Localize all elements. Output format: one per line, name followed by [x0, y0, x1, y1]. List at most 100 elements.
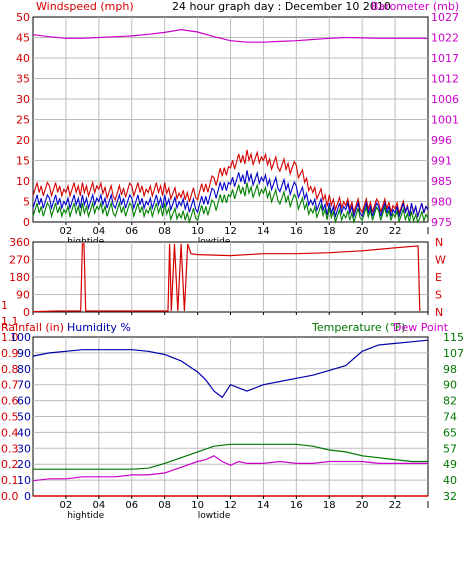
climate-x-tick-label: 04 [92, 500, 105, 511]
humidity-y-tick-label: 60 [17, 395, 31, 408]
temperature-y-tick-label: 107 [443, 347, 464, 360]
barometer-line [32, 28, 428, 43]
direction-y-tick-label: 180 [9, 271, 30, 284]
wind-y-tick-label: 10 [16, 175, 30, 188]
wind-y-tick-label: 40 [16, 52, 30, 65]
rain-y-tick-label: 0.2 [1, 458, 19, 471]
rain-y-tick-label: 0.9 [1, 347, 19, 360]
wind-y-tick-label: 50 [16, 11, 30, 24]
windspeed-axis-title: Windspeed (mph) [36, 0, 134, 13]
barometer-y-tick-label: 1012 [431, 73, 459, 86]
humidity-y-tick-label: 0 [24, 490, 31, 503]
wind-y-tick-label: 15 [16, 155, 30, 168]
rain-y-tick-label: 0.0 [1, 490, 19, 503]
temperature-line [33, 443, 428, 470]
rain-y-tick-label: 1 [1, 299, 8, 312]
climate-x-tick-label: 08 [158, 500, 171, 511]
direction-y-tick-label: 90 [16, 289, 30, 302]
wind-y-tick-label: 45 [16, 32, 30, 45]
humidity-axis-title: Humidity % [67, 321, 131, 334]
climate-x-tick-label: 06 [125, 500, 138, 511]
wind-direction-line [32, 243, 421, 313]
temperature-y-tick-label: 115 [443, 331, 464, 344]
barometer-axis-title: Barometer (mb) [371, 0, 459, 13]
temperature-y-tick-label: 49 [443, 458, 457, 471]
dewpoint-axis-title: Dew Point [393, 321, 449, 334]
wind-x-tick-label: 22 [389, 226, 402, 237]
rain-y-tick-label: 1.0 [1, 331, 19, 344]
wind-x-tick-label: 02 [60, 226, 73, 237]
climate-x-tick-label: 20 [356, 500, 369, 511]
compass-tick-label: S [435, 289, 442, 302]
wind-x-tick-label: 14 [257, 226, 270, 237]
wind_avg-line [32, 170, 429, 219]
temperature-y-tick-label: 90 [443, 379, 457, 392]
direction-y-tick-label: 0 [23, 306, 30, 319]
barometer-y-tick-label: 1017 [431, 52, 459, 65]
compass-tick-label: E [435, 271, 442, 284]
humidity-y-tick-label: 50 [17, 411, 31, 424]
wind-y-tick-label: 30 [16, 93, 30, 106]
barometer-y-tick-label: 1006 [431, 93, 459, 106]
wind-y-tick-label: 35 [16, 73, 30, 86]
temperature-y-tick-label: 57 [443, 442, 457, 455]
humidity-line [32, 339, 429, 399]
humidity-y-tick-label: 100 [10, 331, 31, 344]
temperature-axis-title: Temperature (°F) [311, 321, 406, 334]
climate-x-tick-label: 22 [389, 500, 402, 511]
rain-y-tick-label: 0.8 [1, 363, 19, 376]
rain-y-tick-label: 0.1 [1, 474, 19, 487]
rain-y-tick-label: 0.4 [1, 426, 19, 439]
rain-y-tick-label: 0.6 [1, 395, 19, 408]
chart-title: 24 hour graph day : December 10 2010 [172, 0, 391, 13]
compass-tick-label: N [435, 306, 443, 319]
wind-x-tick-label: 18 [323, 226, 336, 237]
climate-x-end-tick-label: I [427, 500, 430, 511]
climate-x-tick-label: 16 [290, 500, 303, 511]
rain-y-tick-label: 1.1 [1, 315, 19, 328]
temperature-y-tick-label: 74 [443, 411, 457, 424]
humidity-y-tick-label: 40 [17, 426, 31, 439]
tide-label: hightide [67, 511, 104, 521]
humidity-y-tick-label: 30 [17, 442, 31, 455]
wind-y-tick-label: 25 [16, 114, 30, 127]
climate-x-tick-label: 10 [191, 500, 204, 511]
rain-y-tick-label: 0.7 [1, 379, 19, 392]
rainfall-axis-title: Rainfall (in) [1, 321, 64, 334]
climate-x-tick-label: 12 [224, 500, 237, 511]
barometer-y-tick-label: 980 [431, 196, 452, 209]
wind-x-tick-label: 16 [290, 226, 303, 237]
temperature-y-tick-label: 32 [443, 490, 457, 503]
wind-x-tick-label: 08 [158, 226, 171, 237]
barometer-y-tick-label: 996 [431, 134, 452, 147]
wind-x-tick-label: 20 [356, 226, 369, 237]
temperature-y-tick-label: 65 [443, 426, 457, 439]
climate-x-tick-label: 02 [60, 500, 73, 511]
barometer-y-tick-label: 1027 [431, 11, 459, 24]
wind-x-tick-label: 06 [125, 226, 138, 237]
wind-y-tick-label: 20 [16, 134, 30, 147]
wind-x-tick-label: 12 [224, 226, 237, 237]
barometer-y-tick-label: 975 [431, 216, 452, 229]
tide-label: lowtide [198, 511, 231, 521]
gust-line [32, 149, 429, 219]
barometer-y-tick-label: 1022 [431, 32, 459, 45]
temperature-y-tick-label: 82 [443, 395, 457, 408]
climate-x-tick-label: 18 [323, 500, 336, 511]
temperature-y-tick-label: 98 [443, 363, 457, 376]
wind-y-tick-label: 0 [23, 216, 30, 229]
direction-y-tick-label: 360 [9, 236, 30, 249]
compass-tick-label: W [435, 254, 446, 267]
humidity-y-tick-label: 80 [17, 363, 31, 376]
humidity-y-tick-label: 20 [17, 458, 31, 471]
wind-x-tick-label: 10 [191, 226, 204, 237]
humidity-y-tick-label: 10 [17, 474, 31, 487]
wind-x-tick-label: 04 [92, 226, 105, 237]
humidity-y-tick-label: 90 [17, 347, 31, 360]
barometer-y-tick-label: 985 [431, 175, 452, 188]
wind-y-tick-label: 5 [23, 196, 30, 209]
wind-x-end-tick-label: I [427, 226, 430, 237]
barometer-y-tick-label: 1001 [431, 114, 459, 127]
